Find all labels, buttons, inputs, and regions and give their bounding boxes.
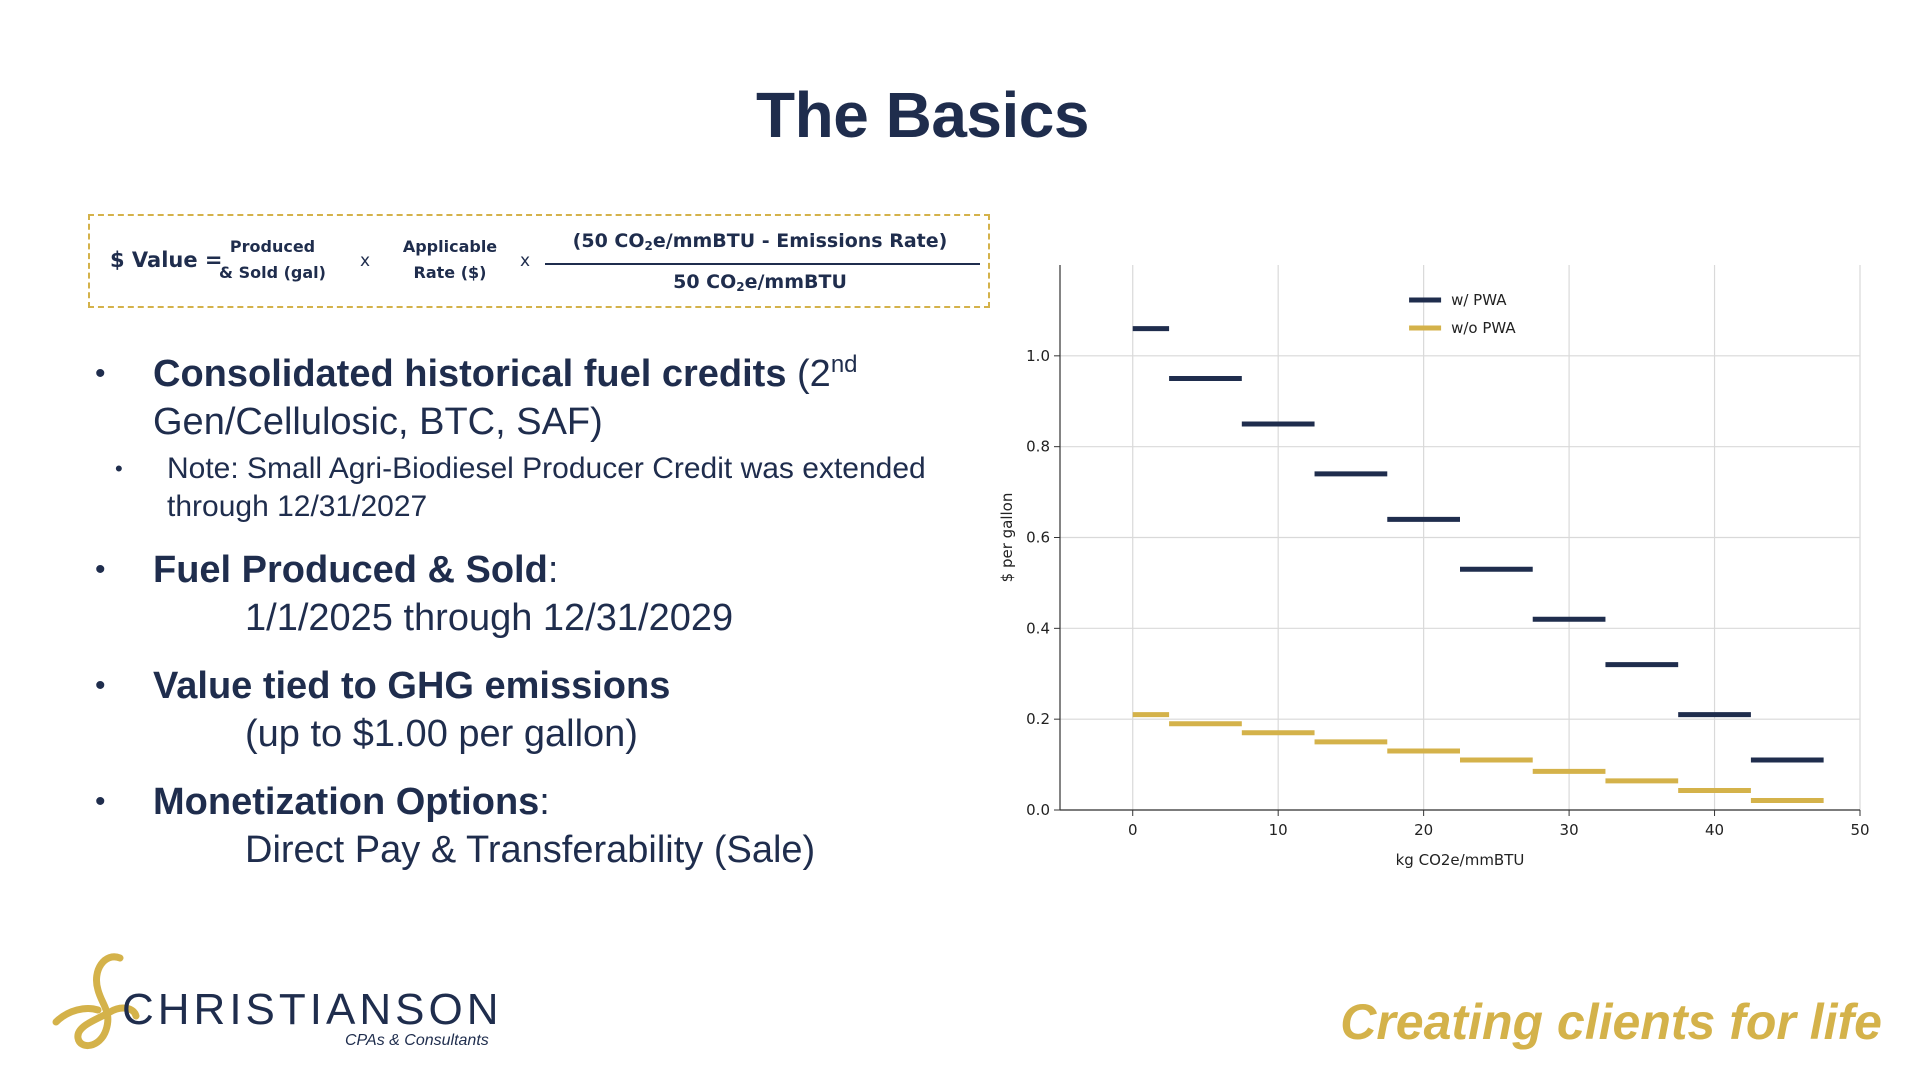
tagline: Creating clients for life (1340, 994, 1882, 1050)
slide-title: The Basics (756, 79, 1089, 151)
logo-subtitle: CPAs & Consultants (345, 1032, 489, 1049)
x-tick-label: 30 (1560, 821, 1579, 839)
bullet-value-ghg-bold: Value tied to GHG emissions (153, 665, 671, 707)
x-axis-label: kg CO2e/mmBTU (1396, 851, 1525, 869)
logo-name: CHRISTIANSON (122, 985, 503, 1034)
bullet-monetization-colon: : (539, 781, 550, 823)
subbullet-note: • Note: Small Agri-Biodiesel Producer Cr… (95, 450, 955, 526)
bullet-fuel-produced-colon: : (547, 549, 559, 591)
formula-term-produced: Produced & Sold (gal) (210, 234, 335, 286)
y-tick-label: 0.4 (1026, 619, 1050, 637)
x-tick-label: 40 (1705, 821, 1724, 839)
numerator-part-b: e/mmBTU - Emissions Rate) (652, 230, 948, 252)
bullet-dot: • (95, 357, 106, 390)
bullet-value-ghg-detail: (up to $1.00 per gallon) (245, 713, 638, 755)
credit-value-chart: 0 10 20 30 40 50 0.0 0.2 0.4 0.6 0.8 1.0 kg CO2e/mmB… (1000, 265, 1870, 869)
x-tick-label: 0 (1128, 821, 1138, 839)
bullet-dot: • (95, 553, 106, 586)
bullet-fuel-produced-detail: 1/1/2025 through 12/31/2029 (245, 597, 734, 639)
fraction-rule (545, 263, 980, 265)
bullet-dot: • (95, 669, 106, 702)
company-logo: CHRISTIANSON CPAs & Consultants (50, 950, 510, 1060)
subbullet-note-text: Note: Small Agri-Biodiesel Producer Cred… (167, 452, 926, 523)
legend-label: w/ PWA (1451, 291, 1507, 309)
bullet-monetization-detail: Direct Pay & Transferability (Sale) (245, 829, 816, 871)
x-tick-label: 20 (1414, 821, 1433, 839)
bullet-fuel-credits-line2: Gen/Cellulosic, BTC, SAF) (153, 401, 603, 443)
formula-times-1: x (360, 251, 371, 271)
bullet-dot: • (95, 785, 106, 818)
subbullet-dot: • (115, 456, 123, 481)
bullet-fuel-produced: • Fuel Produced & Sold: 1/1/2025 through… (95, 546, 955, 642)
numerator-subscript: 2 (644, 239, 653, 253)
bullet-list: • Consolidated historical fuel credits (… (95, 350, 955, 894)
denominator-part-a: 50 CO (673, 271, 737, 293)
y-tick-label: 0.0 (1026, 801, 1050, 819)
denominator-subscript: 2 (736, 280, 745, 294)
legend-label: w/o PWA (1451, 319, 1516, 337)
formula-denominator: 50 CO2e/mmBTU (545, 271, 975, 294)
bullet-fuel-produced-bold: Fuel Produced & Sold (153, 549, 548, 591)
formula-times-2: x (520, 251, 531, 271)
y-tick-label: 0.6 (1026, 529, 1050, 547)
x-tick-label: 50 (1850, 821, 1869, 839)
formula-numerator: (50 CO2e/mmBTU - Emissions Rate) (545, 230, 975, 253)
y-axis-label: $ per gallon (1000, 493, 1016, 583)
bullet-monetization-bold: Monetization Options (153, 781, 540, 823)
bullet-value-ghg: • Value tied to GHG emissions (up to $1.… (95, 662, 955, 758)
formula-label: $ Value = (110, 248, 223, 272)
x-tick-label: 10 (1269, 821, 1288, 839)
y-tick-label: 1.0 (1026, 347, 1050, 365)
denominator-part-b: e/mmBTU (744, 271, 847, 293)
formula-term-produced-line1: Produced (229, 237, 316, 256)
bullet-monetization: • Monetization Options: Direct Pay & Tra… (95, 778, 955, 874)
bullet-fuel-credits-bold: Consolidated historical fuel credits (153, 353, 787, 395)
y-tick-label: 0.8 (1026, 438, 1050, 456)
formula-term-rate-line2: Rate ($) (413, 263, 487, 282)
numerator-part-a: (50 CO (572, 230, 645, 252)
y-tick-label: 0.2 (1026, 710, 1050, 728)
bullet-fuel-credits-sup: nd (830, 351, 858, 378)
value-formula: $ Value = Produced & Sold (gal) x Applic… (88, 214, 990, 308)
formula-term-rate-line1: Applicable (402, 237, 498, 256)
formula-term-produced-line2: & Sold (gal) (219, 263, 326, 282)
bullet-fuel-credits-rest: (2 (786, 353, 831, 395)
bullet-fuel-credits: • Consolidated historical fuel credits (… (95, 350, 955, 526)
formula-term-rate: Applicable Rate ($) (385, 234, 515, 286)
logo-swirl-icon (52, 953, 140, 1049)
